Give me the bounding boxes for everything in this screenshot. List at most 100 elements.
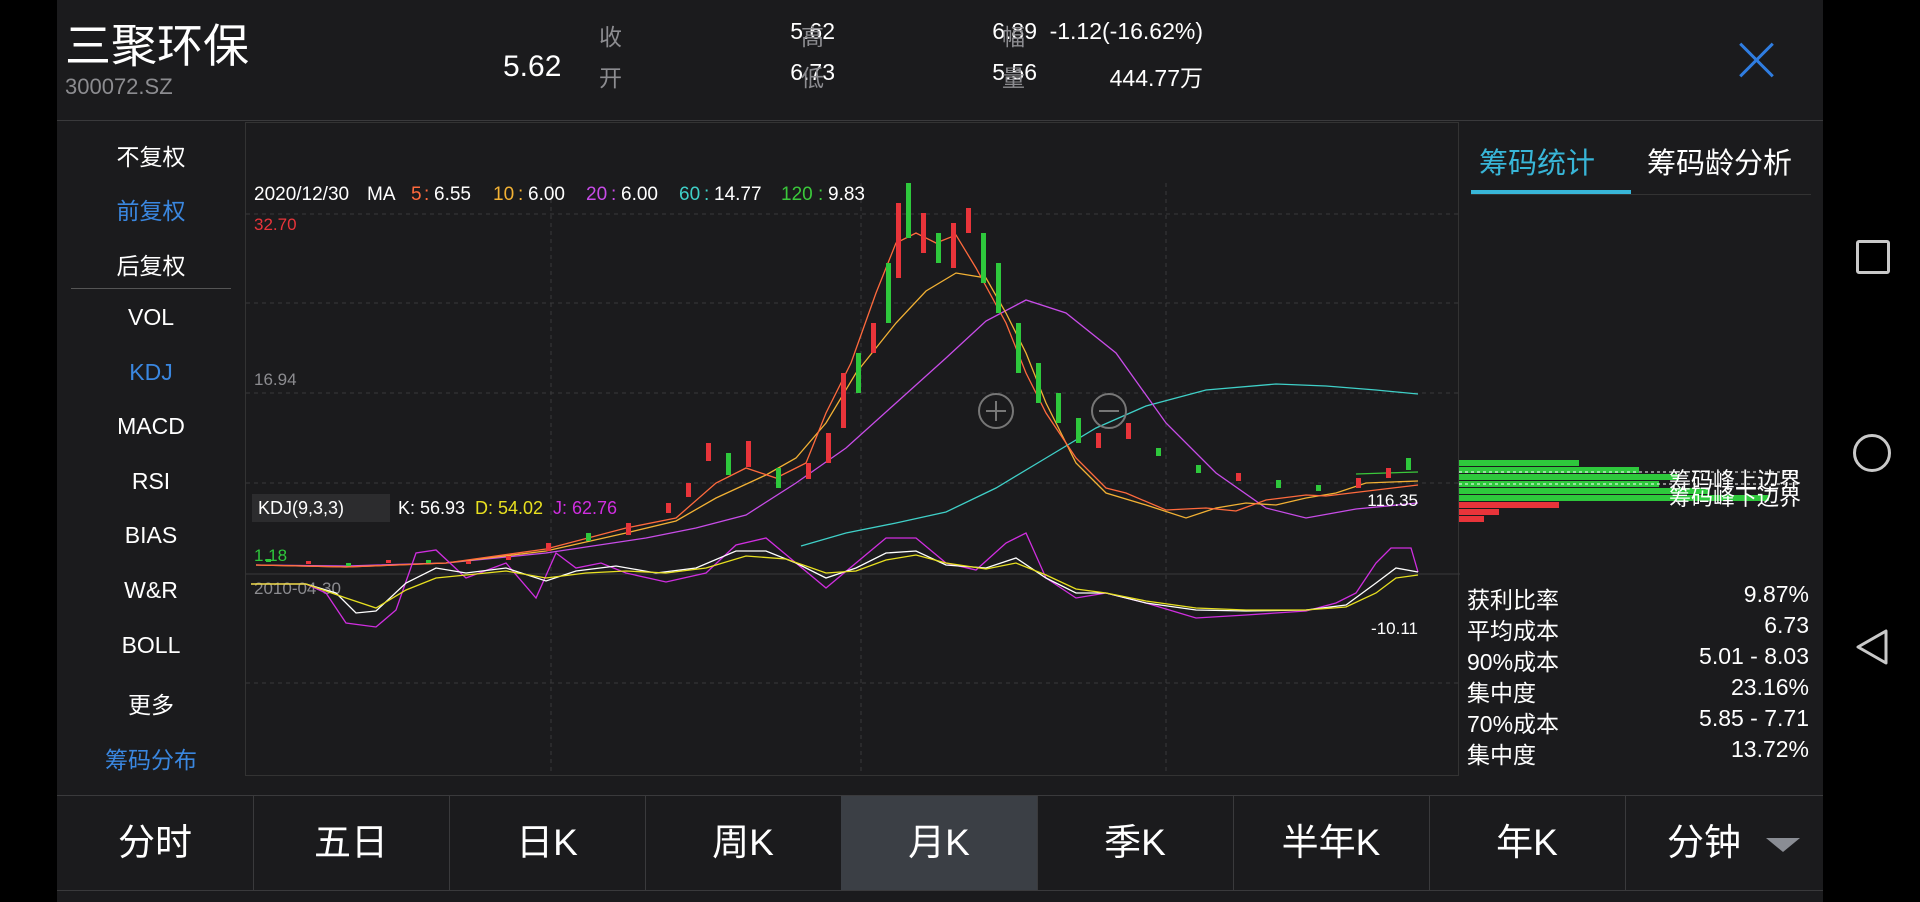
ma10-value: 6.00 — [528, 184, 565, 205]
menu-item-vol[interactable]: VOL — [127, 304, 175, 330]
tab-chip-age[interactable]: 筹码龄分析 — [1647, 148, 1793, 180]
ma60-line — [800, 383, 1419, 547]
ma20-value: 6.00 — [621, 184, 658, 205]
tab-period-minute[interactable]: 分钟 — [1667, 822, 1741, 863]
ma120-value: 9.83 — [828, 184, 865, 205]
tab-period-quarterly[interactable]: 季K — [1037, 796, 1234, 890]
tab-period-weekly[interactable]: 周K — [645, 796, 842, 890]
home-icon[interactable] — [1853, 434, 1891, 472]
menu-item-boll[interactable]: BOLL — [121, 632, 181, 658]
y-axis-high: 32.70 — [254, 215, 297, 234]
kdj-title: KDJ(9,3,3) — [258, 498, 344, 518]
kdj-j-line — [251, 532, 1419, 628]
stock-name: 三聚环保 — [65, 20, 249, 72]
quote-value-volume: 444.77万 — [1109, 65, 1203, 91]
zoom-out-icon[interactable] — [1091, 393, 1127, 429]
menu-item-no-adjust[interactable]: 不复权 — [116, 144, 186, 170]
y-axis-mid: 16.94 — [254, 370, 297, 389]
quote-value-open: 6.73 — [790, 59, 835, 85]
tab-period-half-year[interactable]: 半年K — [1233, 796, 1430, 890]
grid-lines — [246, 183, 1460, 773]
stat-row: 90%成本 5.01 - 8.03 — [1467, 643, 1809, 675]
ma120-sep: : — [818, 184, 823, 205]
quote-label-high: 高 — [801, 24, 824, 50]
tab-period-daily[interactable]: 日K — [449, 796, 646, 890]
quote-label-open: 开 — [599, 65, 622, 91]
menu-item-wr[interactable]: W&R — [124, 577, 178, 603]
quote-label-low: 低 — [801, 65, 824, 91]
kdj-max: 116.35 — [1367, 491, 1418, 510]
menu-item-backward-adjust[interactable]: 后复权 — [116, 253, 186, 279]
close-icon[interactable] — [1737, 40, 1777, 80]
ma10-line — [255, 272, 1419, 568]
stat-value-cost-70: 5.85 - 7.71 — [1699, 705, 1809, 731]
kdj-d-value: D: 54.02 — [475, 498, 543, 518]
menu-item-chip-distribution[interactable]: 筹码分布 — [105, 747, 197, 773]
stat-label-avg-cost: 平均成本 — [1467, 618, 1559, 644]
stock-chart-screen: 三聚环保 300072.SZ 5.62 收 5.62 高 6.89 幅 -1.1… — [57, 0, 1823, 902]
stat-label-concentration-70: 集中度 — [1467, 742, 1536, 768]
kdj-min: -10.11 — [1371, 619, 1418, 638]
stat-value-concentration-70: 13.72% — [1730, 736, 1809, 762]
stat-label-cost-90: 90%成本 — [1467, 649, 1560, 675]
stat-row: 获利比率 9.87% — [1467, 581, 1809, 613]
kdj-title-box[interactable] — [252, 494, 390, 522]
chip-bars-profit — [1459, 460, 1769, 501]
stat-value-concentration-90: 23.16% — [1730, 674, 1809, 700]
menu-item-bias[interactable]: BIAS — [124, 522, 178, 548]
chip-peak-upper-label: 筹码峰上边界 — [1669, 468, 1802, 493]
kline-date: 2020/12/30 — [254, 184, 349, 205]
stat-row: 集中度 23.16% — [1467, 674, 1809, 706]
recent-apps-icon[interactable] — [1856, 240, 1890, 274]
stat-value-avg-cost: 6.73 — [1764, 612, 1809, 638]
ma5-value: 6.55 — [434, 184, 471, 205]
tab-period-monthly[interactable]: 月K — [841, 796, 1038, 890]
menu-item-kdj[interactable]: KDJ — [129, 359, 173, 385]
menu-item-macd[interactable]: MACD — [117, 413, 185, 439]
tab-period-intraday[interactable]: 分时 — [57, 796, 254, 890]
ma5-period: 5 — [411, 184, 422, 205]
quote-label-change: 幅 — [1002, 24, 1025, 50]
quote-value-change: -1.12(-16.62%) — [1049, 18, 1203, 44]
menu-item-forward-adjust[interactable]: 前复权 — [116, 198, 186, 224]
stat-value-profit-ratio: 9.87% — [1743, 581, 1809, 607]
indicator-menu: 不复权 前复权 后复权 VOL KDJ MACD RSI BIAS W&R BO… — [57, 122, 245, 790]
chevron-down-icon[interactable] — [1766, 838, 1800, 852]
ma20-sep: : — [611, 184, 616, 205]
ma10-sep: : — [518, 184, 523, 205]
tab-period-five-day[interactable]: 五日 — [253, 796, 450, 890]
stat-label-concentration-90: 集中度 — [1467, 680, 1536, 706]
ma120-period: 120 — [781, 184, 813, 205]
menu-divider — [71, 288, 231, 289]
menu-item-rsi[interactable]: RSI — [131, 468, 171, 494]
candles — [266, 183, 1411, 566]
tab-period-yearly[interactable]: 年K — [1429, 796, 1626, 890]
quote-header: 三聚环保 300072.SZ 5.62 收 5.62 高 6.89 幅 -1.1… — [57, 0, 1823, 121]
kline-chart-area[interactable]: 2020/12/30 MA 5 : 6.55 10 : 6.00 20 : 6.… — [245, 122, 1460, 776]
ma60-period: 60 — [679, 184, 700, 205]
chip-distribution-graph — [1459, 460, 1799, 522]
kdj-j-value: J: 62.76 — [553, 498, 617, 518]
system-nav-bar — [1823, 0, 1920, 902]
kdj-k-value: K: 56.93 — [398, 498, 465, 518]
kdj-d-line — [251, 554, 1419, 611]
quote-value-close: 5.62 — [790, 18, 835, 44]
y-axis-low: 1.18 — [254, 546, 287, 565]
menu-item-more[interactable]: 更多 — [128, 692, 174, 718]
stat-value-cost-90: 5.01 - 8.03 — [1699, 643, 1809, 669]
ma20-period: 20 — [586, 184, 607, 205]
quote-label-close: 收 — [599, 24, 622, 50]
quote-label-volume: 量 — [1002, 65, 1025, 91]
tab-separator — [1471, 194, 1811, 195]
back-icon[interactable] — [1855, 628, 1889, 666]
tab-chip-stats[interactable]: 筹码统计 — [1479, 148, 1596, 180]
stat-row: 70%成本 5.85 - 7.71 — [1467, 705, 1809, 737]
chip-peak-lower-label: 筹码峰下边界 — [1669, 485, 1802, 510]
quote-value-low: 5.56 — [992, 59, 1037, 85]
ma-title: MA — [367, 184, 396, 205]
stock-code: 300072.SZ — [65, 74, 173, 99]
ma60-value: 14.77 — [714, 184, 762, 205]
current-price: 5.62 — [503, 50, 562, 83]
kdj-k-line — [251, 550, 1419, 614]
zoom-in-icon[interactable] — [978, 393, 1014, 429]
